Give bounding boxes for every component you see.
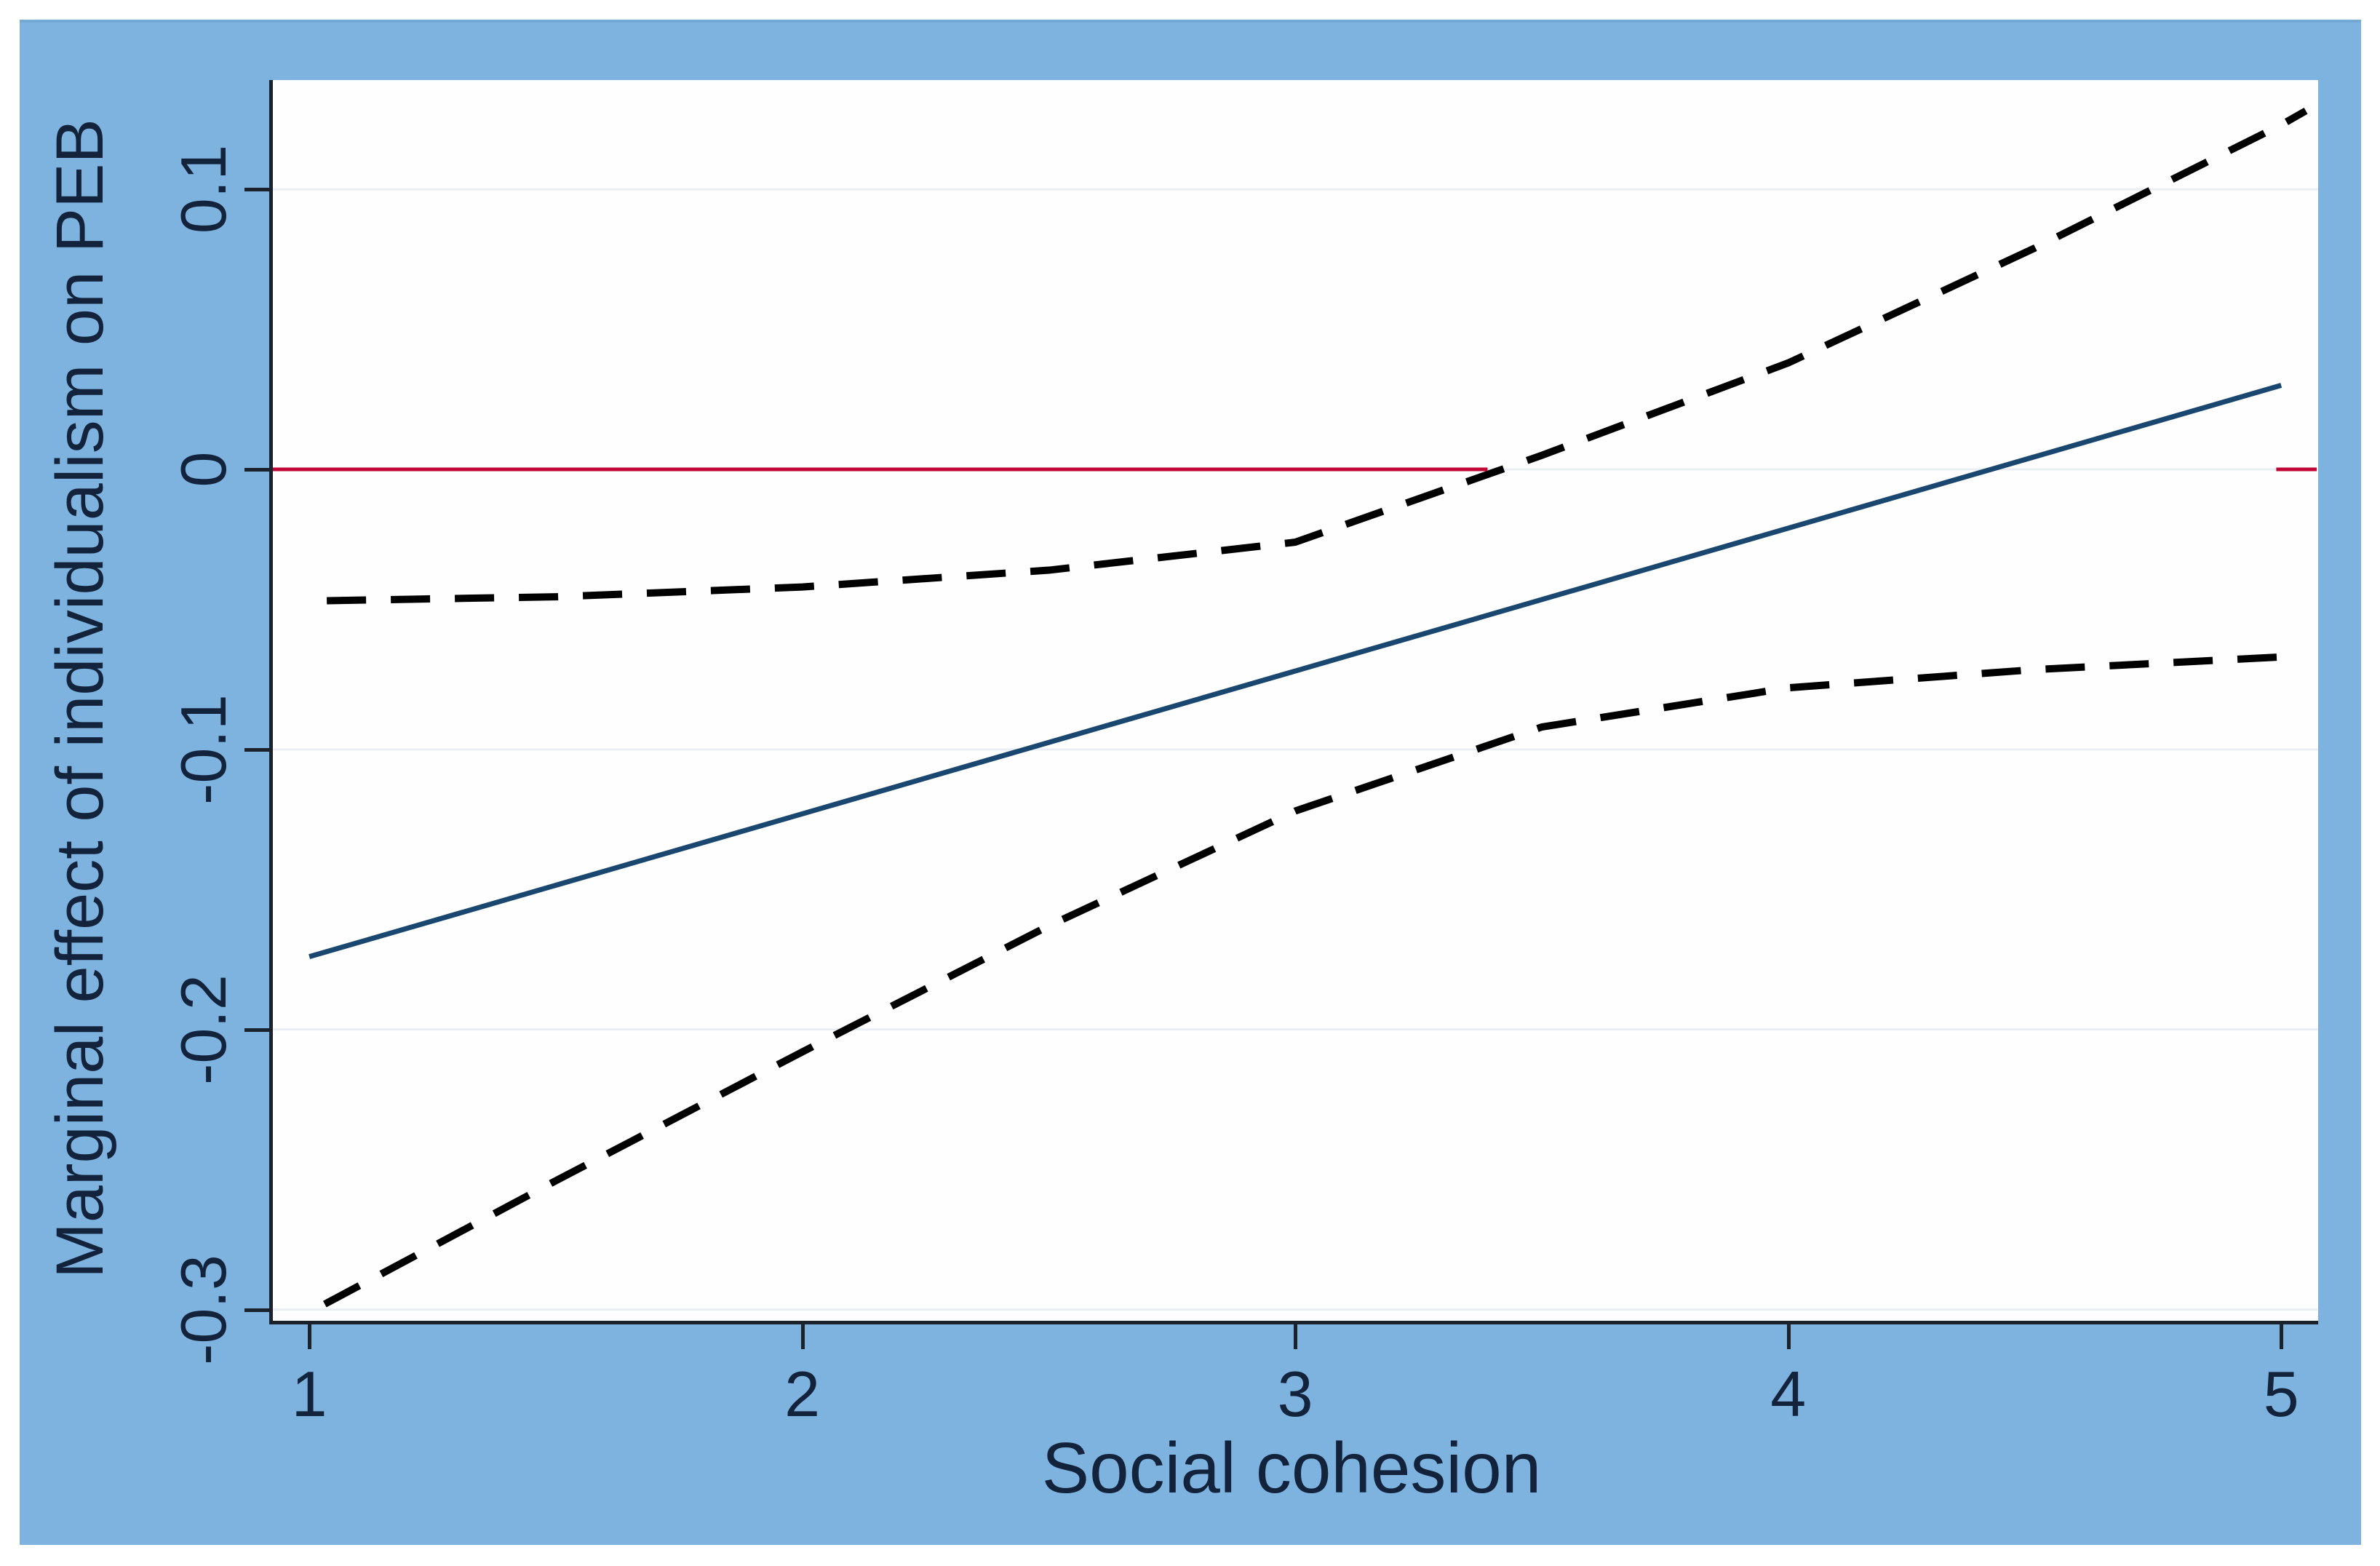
marginal-effect-line xyxy=(309,383,2283,960)
y-tick-mark--0.3 xyxy=(244,1308,269,1312)
y-tick-mark-0 xyxy=(244,467,269,472)
chart-canvas xyxy=(273,107,2318,1316)
x-tick-label-3: 3 xyxy=(1277,1358,1313,1430)
x-tick-mark-3 xyxy=(1294,1324,1298,1349)
x-axis-title: Social cohesion xyxy=(1041,1428,1542,1508)
x-tick-label-4: 4 xyxy=(1770,1358,1807,1430)
ci-upper-line xyxy=(309,107,2308,605)
y-axis-title: Marginal effect of individualism on PEB xyxy=(43,119,117,1279)
x-tick-label-5: 5 xyxy=(2263,1358,2299,1430)
ci-lower-line xyxy=(307,651,2296,1316)
y-tick-mark--0.1 xyxy=(244,747,269,752)
y-tick-mark--0.2 xyxy=(244,1028,269,1032)
y-tick-label--0.3: -0.3 xyxy=(167,1254,239,1365)
x-tick-mark-2 xyxy=(800,1324,805,1349)
y-tick-label-0: 0 xyxy=(167,451,239,488)
x-tick-label-2: 2 xyxy=(784,1358,821,1430)
x-tick-mark-4 xyxy=(1786,1324,1791,1349)
x-tick-mark-1 xyxy=(308,1324,312,1349)
plot-area xyxy=(269,80,2318,1324)
x-tick-mark-5 xyxy=(2280,1324,2284,1349)
y-tick-label--0.1: -0.1 xyxy=(167,694,239,805)
y-tick-label--0.2: -0.2 xyxy=(167,974,239,1085)
y-tick-label-0.1: 0.1 xyxy=(167,144,239,234)
y-tick-mark-0.1 xyxy=(244,188,269,192)
x-tick-label-1: 1 xyxy=(291,1358,327,1430)
